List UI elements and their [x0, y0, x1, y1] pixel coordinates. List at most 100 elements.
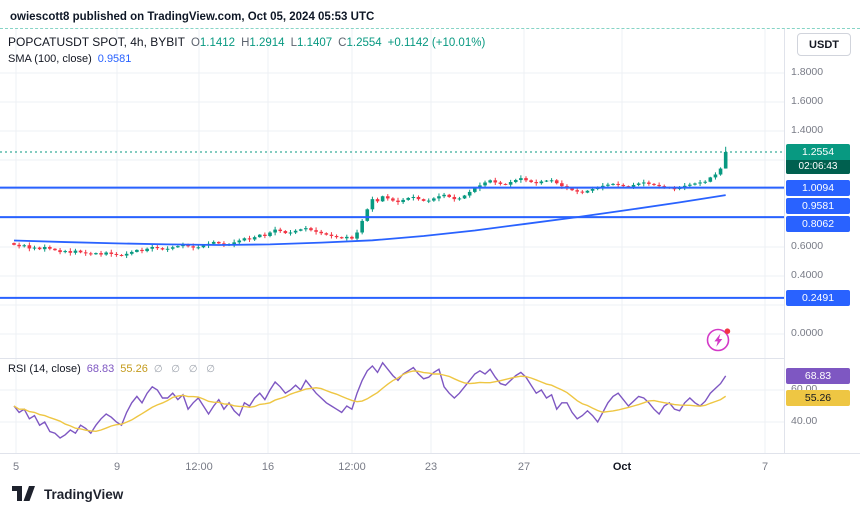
sma-value-badge: 0.9581 — [786, 197, 850, 214]
candle — [99, 253, 103, 255]
candle — [355, 232, 359, 239]
candle — [247, 238, 252, 240]
time-axis-label: 7 — [761, 461, 769, 473]
candle — [201, 245, 206, 248]
change-value: +0.1142 (+10.01%) — [387, 37, 486, 49]
symbol-legend: POPCATUSDT SPOT, 4h, BYBIT O1.1412 H1.29… — [8, 35, 485, 69]
candle — [447, 194, 451, 197]
candle — [396, 200, 400, 203]
sma-indicator-label[interactable]: SMA (100, close) — [8, 53, 92, 65]
candle — [176, 246, 180, 248]
candle — [442, 194, 446, 197]
time-axis-label: Oct — [612, 461, 632, 473]
candle — [688, 184, 692, 186]
candle — [365, 209, 370, 221]
symbol-title[interactable]: POPCATUSDT SPOT, 4h, BYBIT — [8, 35, 185, 49]
candle — [129, 251, 134, 254]
close-label: C — [338, 37, 347, 49]
rsi-ma-value: 55.26 — [120, 363, 148, 375]
candle — [406, 197, 411, 200]
candle — [360, 220, 364, 233]
candle — [257, 234, 262, 238]
candle — [68, 251, 73, 253]
candle — [196, 247, 201, 249]
tradingview-brand[interactable]: TradingView — [44, 487, 124, 502]
candle — [345, 236, 349, 239]
candle — [78, 250, 83, 253]
candle — [549, 180, 554, 182]
candle — [104, 252, 108, 255]
rsi-ma-line[interactable] — [13, 370, 727, 432]
candle — [606, 184, 610, 186]
candle — [124, 253, 129, 256]
level-badge: 0.8062 — [786, 215, 850, 232]
rsi-hidden-plots: ∅ ∅ ∅ ∅ — [153, 364, 218, 375]
time-scale[interactable]: 5 9 12:00 16 12:00 23 27 Oct 7 — [0, 453, 860, 479]
candle — [237, 240, 242, 243]
candle — [570, 188, 574, 191]
candle — [626, 186, 631, 188]
candle — [73, 250, 78, 253]
pane-separator[interactable] — [0, 358, 784, 359]
candle — [273, 229, 277, 233]
low-value: 1.1407 — [296, 37, 333, 49]
flash-icon[interactable] — [704, 325, 734, 355]
candle — [452, 196, 457, 200]
candle — [58, 250, 62, 253]
candle — [539, 181, 544, 184]
candle — [32, 247, 37, 249]
rsi-pane-canvas[interactable] — [0, 359, 784, 453]
candle — [48, 247, 52, 249]
candle — [135, 249, 139, 252]
candle — [298, 229, 303, 231]
candle — [339, 237, 344, 239]
candle — [283, 231, 288, 234]
candle — [83, 252, 88, 254]
footer: TradingView — [0, 478, 860, 511]
bar-countdown: 02:06:43 — [786, 159, 850, 174]
candle — [631, 184, 636, 187]
candle — [462, 195, 467, 199]
badge-value: 0.9581 — [801, 199, 835, 212]
badge-value: 1.2554 — [801, 145, 835, 158]
time-axis-label: 12:00 — [185, 461, 213, 473]
rsi-line[interactable] — [13, 361, 727, 439]
price-axis-label: 1.8000 — [791, 66, 824, 78]
price-scale[interactable]: 1.80001.60001.40000.60000.40000.000060.0… — [784, 29, 860, 453]
tradingview-logo-icon[interactable] — [10, 485, 37, 504]
candle — [186, 244, 190, 247]
candle — [314, 230, 318, 232]
candle — [22, 245, 27, 247]
badge-value: 0.2491 — [801, 291, 835, 304]
candle — [401, 199, 405, 203]
high-value: 1.2914 — [249, 37, 285, 49]
candle — [37, 247, 42, 250]
open-value: 1.1412 — [199, 37, 236, 49]
candle — [718, 168, 723, 175]
candle — [63, 251, 67, 253]
price-pane-canvas[interactable] — [0, 29, 784, 359]
candle — [457, 198, 462, 200]
candle — [657, 184, 661, 187]
candle — [652, 183, 656, 185]
notification-dot — [724, 328, 731, 334]
candle — [534, 182, 539, 184]
rsi-badge: 55.26 — [786, 389, 850, 406]
ohlc-high: H1.2914 — [241, 37, 285, 49]
badge-value: 1.0094 — [801, 181, 835, 194]
lightning-bolt-icon — [714, 333, 723, 347]
candle — [426, 200, 431, 202]
sma-line[interactable] — [13, 194, 726, 246]
candle — [211, 241, 216, 244]
candle — [319, 231, 323, 234]
candle — [703, 181, 707, 183]
candle — [524, 178, 528, 181]
currency-toggle-button[interactable]: USDT — [797, 33, 851, 56]
candle — [165, 248, 170, 250]
candle — [140, 249, 144, 252]
candle — [145, 248, 149, 252]
rsi-indicator-label[interactable]: RSI (14, close) — [8, 363, 81, 375]
price-axis-label: 1.6000 — [791, 95, 824, 107]
candle — [708, 177, 713, 182]
